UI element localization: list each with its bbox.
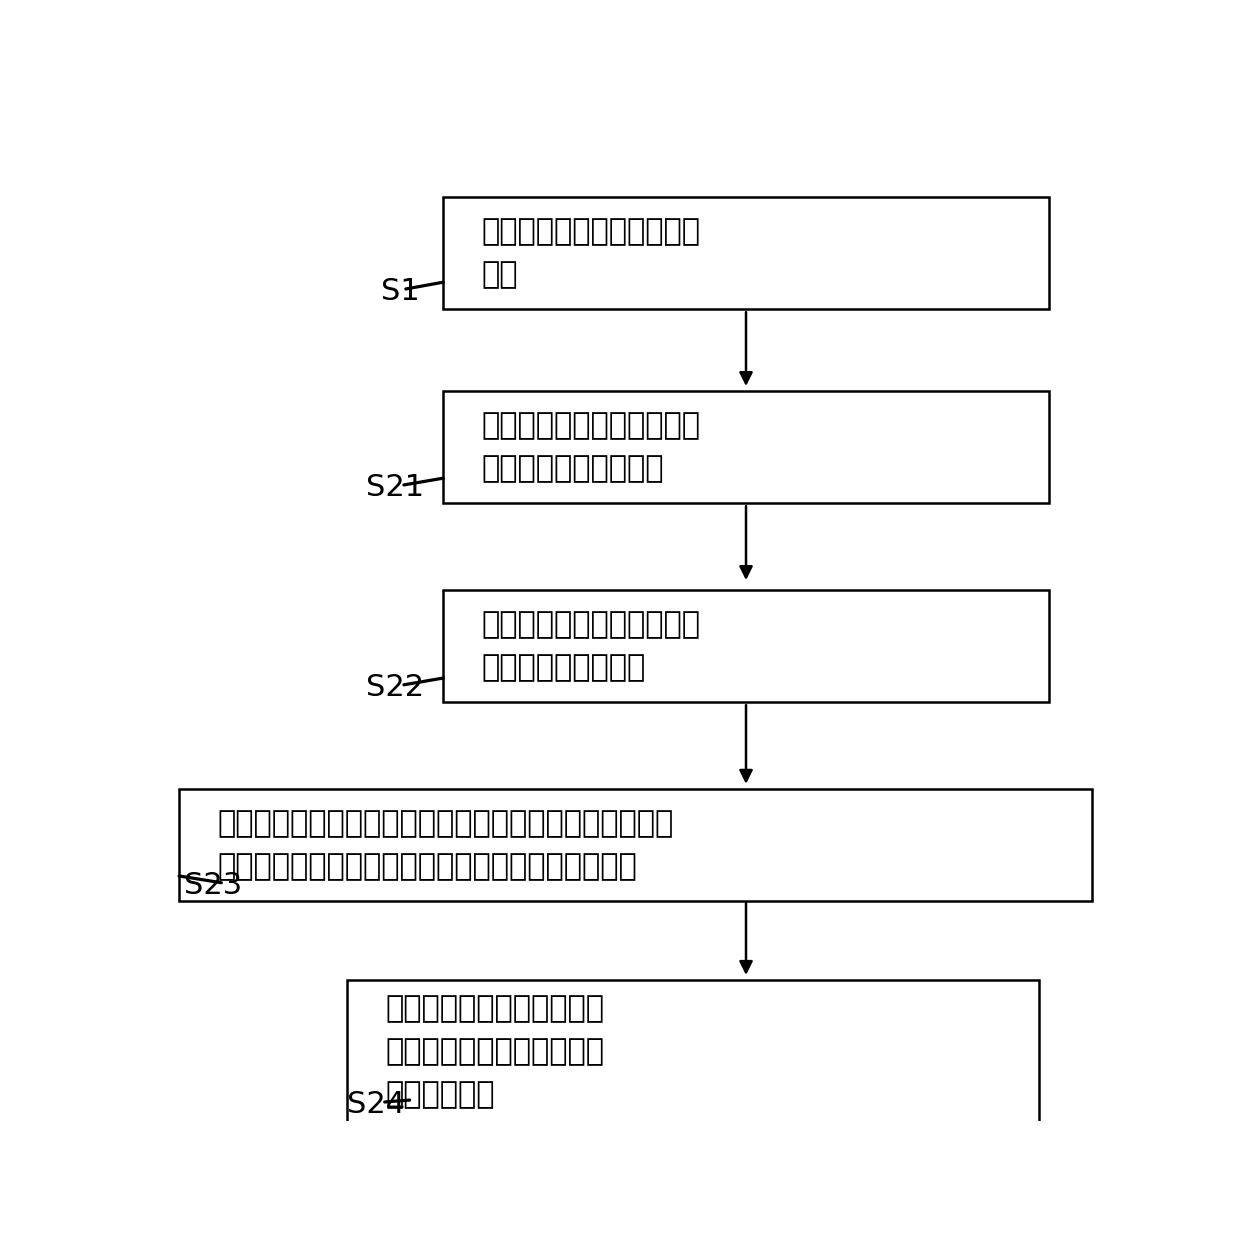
Text: 根据所述转速数据控制风扇
电机的转速，实现风扇电机
的启动或停止: 根据所述转速数据控制风扇 电机的转速，实现风扇电机 的启动或停止 xyxy=(386,994,605,1109)
Text: 结合空气流速等级和温度等
级生成转速控制数据库: 结合空气流速等级和温度等 级生成转速控制数据库 xyxy=(481,411,701,483)
Text: S1: S1 xyxy=(381,277,419,306)
Bar xyxy=(444,392,1049,503)
Text: S22: S22 xyxy=(367,673,424,702)
Text: S24: S24 xyxy=(347,1090,405,1119)
Bar xyxy=(444,198,1049,309)
Bar xyxy=(347,980,1039,1124)
Text: 获取当前环境的空气流速和
温度: 获取当前环境的空气流速和 温度 xyxy=(481,217,701,289)
Text: S23: S23 xyxy=(184,871,242,900)
Bar xyxy=(179,789,1092,901)
Bar xyxy=(444,590,1049,702)
Text: 调用所述转速控制数据库，并从数据库中提取出与当前空
气流速的等级和当前温度的等级同时对应的转速数据: 调用所述转速控制数据库，并从数据库中提取出与当前空 气流速的等级和当前温度的等级… xyxy=(217,809,673,881)
Text: 判断得到当前空气流速的等
级和当前温度的等级: 判断得到当前空气流速的等 级和当前温度的等级 xyxy=(481,610,701,682)
Text: S21: S21 xyxy=(367,474,424,503)
